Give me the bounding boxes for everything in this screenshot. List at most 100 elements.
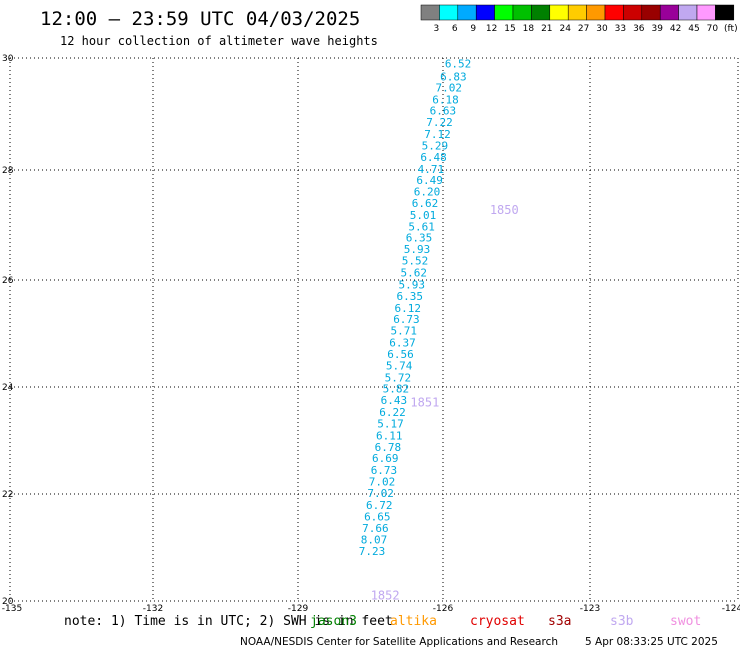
- x-tick-label: -124: [722, 604, 740, 614]
- data-label: 5.74: [386, 359, 413, 372]
- data-label: 6.83: [440, 70, 467, 83]
- colorbar-swatch: [457, 4, 477, 21]
- x-tick-label: -126: [433, 604, 454, 614]
- data-label: 7.23: [359, 545, 386, 558]
- data-label: 7.66: [362, 522, 389, 535]
- satellite-legend-item: cryosat: [470, 614, 525, 629]
- data-label: 6.63: [430, 105, 457, 118]
- data-label: 7.02: [436, 81, 463, 94]
- data-label: 5.61: [408, 220, 435, 233]
- colorbar-swatch: [531, 4, 551, 21]
- data-label: 6.69: [372, 452, 399, 465]
- data-label: 7.02: [369, 476, 396, 489]
- colorbar-label: 18: [523, 24, 535, 34]
- colorbar-swatch: [512, 4, 532, 21]
- y-tick-label: 28: [2, 166, 14, 176]
- data-label: 6.78: [375, 441, 402, 454]
- x-tick-label: -135: [2, 604, 22, 614]
- data-label: 4.71: [418, 163, 445, 176]
- satellite-legend: jason3 altika cryosat s3a s3b swot: [310, 614, 701, 629]
- data-label: 5.93: [404, 243, 431, 256]
- satellite-legend-item: s3b: [610, 614, 634, 629]
- satellite-legend-item: swot: [670, 614, 701, 629]
- data-label: 5.01: [410, 209, 437, 222]
- grid: [9, 57, 739, 602]
- data-label: 6.22: [379, 406, 406, 419]
- data-label: 6.56: [387, 348, 414, 361]
- colorbar-label: 12: [486, 24, 497, 34]
- satellite-legend-item: s3a: [548, 614, 571, 629]
- x-tick-label: -123: [580, 604, 600, 614]
- data-label: 6.73: [371, 464, 398, 477]
- x-tick-label: -132: [143, 604, 163, 614]
- plot-area: -135 -132 -129 -126 -123 -124 20 22 24 26 28 30 6.5…: [2, 54, 740, 614]
- colorbar-swatch: [567, 4, 587, 21]
- colorbar-label: 15: [504, 24, 515, 34]
- colorbar-swatch: [696, 4, 716, 21]
- data-label: 6.73: [393, 313, 420, 326]
- colorbar-swatch: [549, 4, 569, 21]
- data-label: 5.52: [402, 255, 429, 268]
- data-label: 6.43: [381, 394, 408, 407]
- note-text: note: 1) Time is in UTC; 2) SWH is in fe…: [64, 614, 393, 629]
- y-tick-label: 22: [2, 490, 13, 500]
- colorbar-swatch: [623, 4, 643, 21]
- x-tick-label: -129: [288, 604, 309, 614]
- pass-label: 1850: [490, 203, 519, 217]
- colorbar-swatch: [641, 4, 661, 21]
- data-label: 6.12: [395, 302, 422, 315]
- credit-left: NOAA/NESDIS Center for Satellite Applica…: [240, 636, 558, 648]
- pass-label: 1852: [371, 589, 400, 603]
- colorbar-label: 3: [434, 24, 440, 34]
- y-tick-label: 20: [2, 597, 14, 607]
- data-label: 6.35: [406, 232, 433, 245]
- data-label: 7.12: [424, 128, 451, 141]
- data-label: 5.17: [377, 417, 404, 430]
- data-label: 6.72: [366, 499, 393, 512]
- chart-subtitle: 12 hour collection of altimeter wave hei…: [60, 34, 378, 48]
- colorbar-swatch: [659, 4, 679, 21]
- data-marks: 6.526.837.026.186.637.227.125.296.484.71…: [359, 57, 519, 603]
- data-label: 6.49: [416, 174, 443, 187]
- colorbar-label: 27: [578, 24, 589, 34]
- colorbar-label: 36: [633, 24, 645, 34]
- colorbar-swatch: [494, 4, 514, 21]
- data-label: 5.72: [385, 371, 412, 384]
- data-label: 6.62: [412, 197, 439, 210]
- colorbar-label: 70: [707, 24, 719, 34]
- colorbar-swatch: [715, 4, 735, 21]
- satellite-legend-item: altika: [390, 614, 437, 629]
- colorbar-label: 39: [651, 24, 663, 34]
- colorbar-label: 33: [615, 24, 626, 34]
- colorbar-swatch: [420, 4, 440, 21]
- data-label: 6.37: [389, 337, 416, 350]
- data-label: 6.35: [397, 290, 424, 303]
- colorbar-label: 21: [541, 24, 552, 34]
- colorbar-swatch: [586, 4, 606, 21]
- data-label: 5.62: [400, 266, 427, 279]
- satellite-legend-item: jason3: [310, 614, 357, 629]
- colorbar-swatch: [678, 4, 698, 21]
- data-label: 6.20: [414, 186, 441, 199]
- colorbar-label: 9: [470, 24, 476, 34]
- colorbar-label: 45: [688, 24, 699, 34]
- colorbar: 3 6 9 12 15 18 21 24 27 30 33 36 39 42 45 70 (ft): [420, 4, 738, 34]
- data-label: 7.02: [367, 487, 394, 500]
- chart-title: 12:00 — 23:59 UTC 04/03/2025: [40, 8, 360, 30]
- axes: -135 -132 -129 -126 -123 -124 20 22 24 26 28 30: [2, 54, 740, 614]
- y-tick-label: 26: [2, 276, 14, 286]
- data-label: 8.07: [361, 534, 388, 547]
- y-tick-label: 24: [2, 383, 14, 393]
- colorbar-swatch: [475, 4, 495, 21]
- data-label: 6.18: [432, 93, 459, 106]
- data-label: 7.22: [426, 116, 453, 129]
- colorbar-label: 30: [596, 24, 608, 34]
- data-label: 5.93: [398, 278, 425, 291]
- data-label: 5.29: [422, 139, 449, 152]
- colorbar-label: (ft): [724, 24, 738, 34]
- colorbar-label: 24: [559, 24, 571, 34]
- colorbar-swatch: [604, 4, 624, 21]
- data-label: 6.48: [420, 151, 447, 164]
- colorbar-label: 6: [452, 24, 458, 34]
